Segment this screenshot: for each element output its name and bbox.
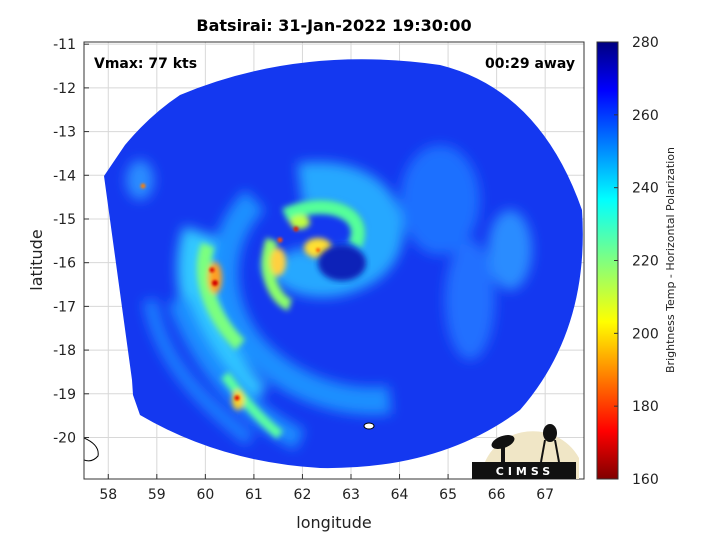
x-axis-ticks: 58 59 60 61 62 63 64 65 66 67 bbox=[99, 474, 554, 503]
y-tick-label: -17 bbox=[53, 299, 76, 315]
y-axis-ticks: -11 -12 -13 -14 -15 -16 -17 -18 -19 -20 bbox=[53, 37, 89, 446]
colorbar-label: Brightness Temp - Horizontal Polarizatio… bbox=[664, 147, 677, 373]
y-tick-label: -15 bbox=[53, 212, 76, 228]
colorbar-tick-label: 180 bbox=[632, 399, 659, 415]
y-axis-label: latitude bbox=[27, 229, 46, 290]
y-tick-label: -14 bbox=[53, 168, 76, 184]
x-tick-label: 65 bbox=[439, 487, 457, 503]
y-tick-label: -16 bbox=[53, 256, 76, 272]
x-tick-label: 62 bbox=[294, 487, 312, 503]
x-tick-label: 63 bbox=[342, 487, 360, 503]
y-tick-label: -18 bbox=[53, 343, 76, 359]
y-tick-label: -19 bbox=[53, 387, 76, 403]
y-tick-label: -20 bbox=[53, 430, 76, 446]
storm-eye bbox=[318, 245, 366, 281]
water-tower-icon bbox=[543, 424, 557, 442]
x-tick-label: 67 bbox=[536, 487, 554, 503]
x-tick-label: 60 bbox=[196, 487, 214, 503]
colorbar-tick-label: 280 bbox=[632, 35, 659, 51]
x-axis-label: longitude bbox=[296, 513, 371, 532]
colorbar-tick-label: 240 bbox=[632, 181, 659, 197]
y-tick-label: -11 bbox=[53, 37, 76, 53]
x-tick-label: 59 bbox=[148, 487, 166, 503]
colorbar-tick-label: 160 bbox=[632, 472, 659, 488]
colorbar-tick-label: 220 bbox=[632, 254, 659, 270]
colorbar-ticks: 160 180 200 220 240 260 280 bbox=[614, 35, 659, 488]
plot-frame bbox=[83, 41, 585, 480]
cimss-logo: CIMSS bbox=[472, 424, 579, 479]
chart-title: Batsirai: 31-Jan-2022 19:30:00 bbox=[196, 16, 471, 35]
brightness-temp-swath bbox=[84, 59, 583, 469]
hot-spots bbox=[140, 183, 320, 401]
vmax-annotation: Vmax: 77 kts bbox=[94, 56, 197, 72]
x-tick-label: 61 bbox=[245, 487, 263, 503]
coast-outline bbox=[84, 437, 99, 462]
y-tick-label: -12 bbox=[53, 81, 76, 97]
x-tick-label: 58 bbox=[99, 487, 117, 503]
island-outline bbox=[363, 422, 375, 430]
satellite-dish-icon bbox=[491, 435, 515, 449]
x-tick-label: 64 bbox=[391, 487, 409, 503]
colorbar-tick-label: 260 bbox=[632, 108, 659, 124]
x-tick-label: 66 bbox=[488, 487, 506, 503]
y-tick-label: -13 bbox=[53, 125, 76, 141]
colorbar-tick-label: 200 bbox=[632, 326, 659, 342]
cimss-logo-text: CIMSS bbox=[496, 465, 554, 478]
colorbar: 160 180 200 220 240 260 280 Brightness Temp - … bbox=[596, 35, 677, 488]
time-offset-annotation: 00:29 away bbox=[485, 56, 575, 72]
